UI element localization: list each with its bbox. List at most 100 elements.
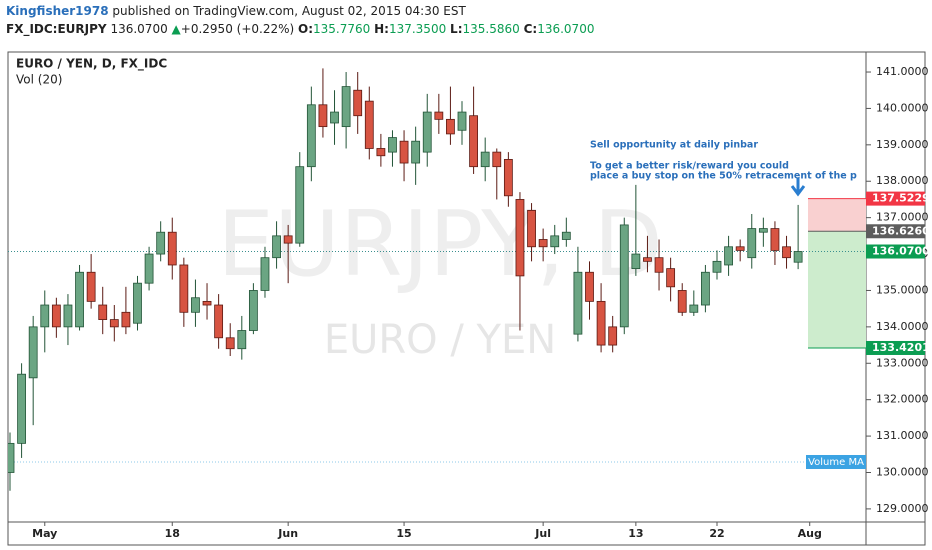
candle-body — [272, 235, 281, 259]
candle-body — [237, 330, 247, 350]
o-key: O: — [298, 22, 314, 36]
volume-ma-box — [806, 455, 866, 469]
candle-body — [747, 228, 757, 259]
candle-body — [492, 151, 502, 168]
price-label: 136.0700 — [872, 245, 930, 258]
c-val: 136.0700 — [537, 22, 595, 36]
symbol-line: FX_IDC:EURJPY 136.0700 ▲+0.2950 (+0.22%)… — [6, 22, 594, 36]
annotation: Sell opportunity at daily pinbar — [590, 140, 758, 151]
l-key: L: — [450, 22, 463, 36]
h-val: 137.3500 — [388, 22, 447, 36]
candle-body — [167, 231, 177, 266]
candle-body — [330, 111, 339, 124]
y-tick-label: 133.0000 — [876, 356, 929, 369]
candle-body — [782, 246, 791, 259]
y-tick-label: 140.0000 — [876, 101, 929, 114]
watermark-sub: EURO / YEN — [324, 317, 556, 363]
candle-body — [341, 86, 351, 128]
candle-body — [561, 231, 571, 240]
candle-body — [469, 115, 479, 168]
x-tick-label: Jul — [534, 527, 551, 540]
candle-body — [376, 148, 386, 157]
candle-body — [422, 111, 432, 153]
candle-body — [306, 104, 316, 168]
candle-body — [457, 111, 467, 131]
price-label-box — [866, 191, 925, 206]
candle-body — [109, 319, 119, 328]
x-tick-label: Aug — [798, 527, 822, 540]
annotation: place a buy stop on the 50% retracement … — [590, 171, 857, 182]
candle-body — [353, 89, 363, 117]
c-key: C: — [523, 22, 538, 36]
y-tick-label: 135.0000 — [876, 283, 929, 296]
candle-body — [144, 253, 154, 284]
candle-body — [364, 100, 374, 149]
x-tick-label: 15 — [396, 527, 411, 540]
chart-subtitle: Vol (20) — [16, 73, 62, 87]
price-label: 133.4201 — [872, 341, 930, 354]
candle-body — [503, 158, 513, 197]
candle-body — [8, 442, 15, 473]
candle-body — [608, 326, 618, 346]
x-tick-label: May — [32, 527, 57, 540]
candle-body — [156, 231, 166, 255]
arrow: ▲ — [171, 22, 181, 36]
candle-body — [133, 282, 142, 324]
l-val: 135.5860 — [462, 22, 520, 36]
candle-body — [318, 104, 328, 128]
candle-body — [793, 251, 803, 263]
candle-body — [411, 140, 421, 164]
candle-body — [295, 166, 305, 244]
watermark: EURJPY, D — [217, 192, 663, 297]
candle-body — [28, 326, 38, 379]
author[interactable]: Kingfisher1978 — [6, 4, 109, 18]
candle-body — [214, 304, 224, 339]
candle-body — [86, 271, 96, 302]
frame — [7, 51, 926, 546]
y-tick-label: 134.0000 — [876, 320, 929, 333]
candle-body — [191, 297, 200, 313]
x-tick-label: Jun — [277, 527, 298, 540]
candle-body — [701, 271, 710, 306]
candle-body — [17, 373, 26, 444]
candle-body — [619, 224, 629, 328]
candle-body — [40, 304, 50, 328]
volume-ma-label: Volume MA — [808, 457, 864, 468]
candle-body — [51, 304, 61, 328]
candle-body — [179, 264, 189, 313]
x-tick-label: 13 — [628, 527, 643, 540]
price-label-box — [866, 340, 925, 355]
reward-zone — [808, 231, 866, 348]
candle-body — [585, 271, 594, 302]
candle-body — [527, 209, 536, 248]
price-label: 136.6260 — [872, 224, 930, 237]
candle-body — [758, 228, 768, 233]
last: 136.0700 — [110, 22, 168, 36]
candle-body — [202, 300, 212, 306]
risk-zone — [808, 198, 866, 232]
y-tick-label: 130.0000 — [876, 465, 929, 478]
y-tick-label: 131.0000 — [876, 429, 929, 442]
candle-body — [631, 253, 641, 270]
h-key: H: — [374, 22, 389, 36]
candle-body — [735, 246, 745, 251]
candle-body — [550, 235, 560, 248]
price-label: 137.5229 — [872, 192, 930, 205]
candle-body — [248, 290, 258, 331]
candle-body — [515, 199, 525, 277]
candle-body — [573, 271, 583, 335]
change: +0.2950 (+0.22%) — [180, 22, 295, 36]
candle-body — [63, 304, 73, 328]
symbol: FX_IDC:EURJPY — [6, 22, 107, 36]
candle-body — [388, 137, 397, 153]
candle-body — [446, 118, 455, 135]
y-tick-label: 138.0000 — [876, 174, 929, 187]
candle-body — [75, 271, 84, 328]
candle-body — [225, 337, 235, 350]
candle-body — [98, 304, 108, 320]
price-label-box — [866, 244, 925, 259]
y-tick-label: 129.0000 — [876, 502, 929, 515]
candle-body — [643, 257, 652, 262]
